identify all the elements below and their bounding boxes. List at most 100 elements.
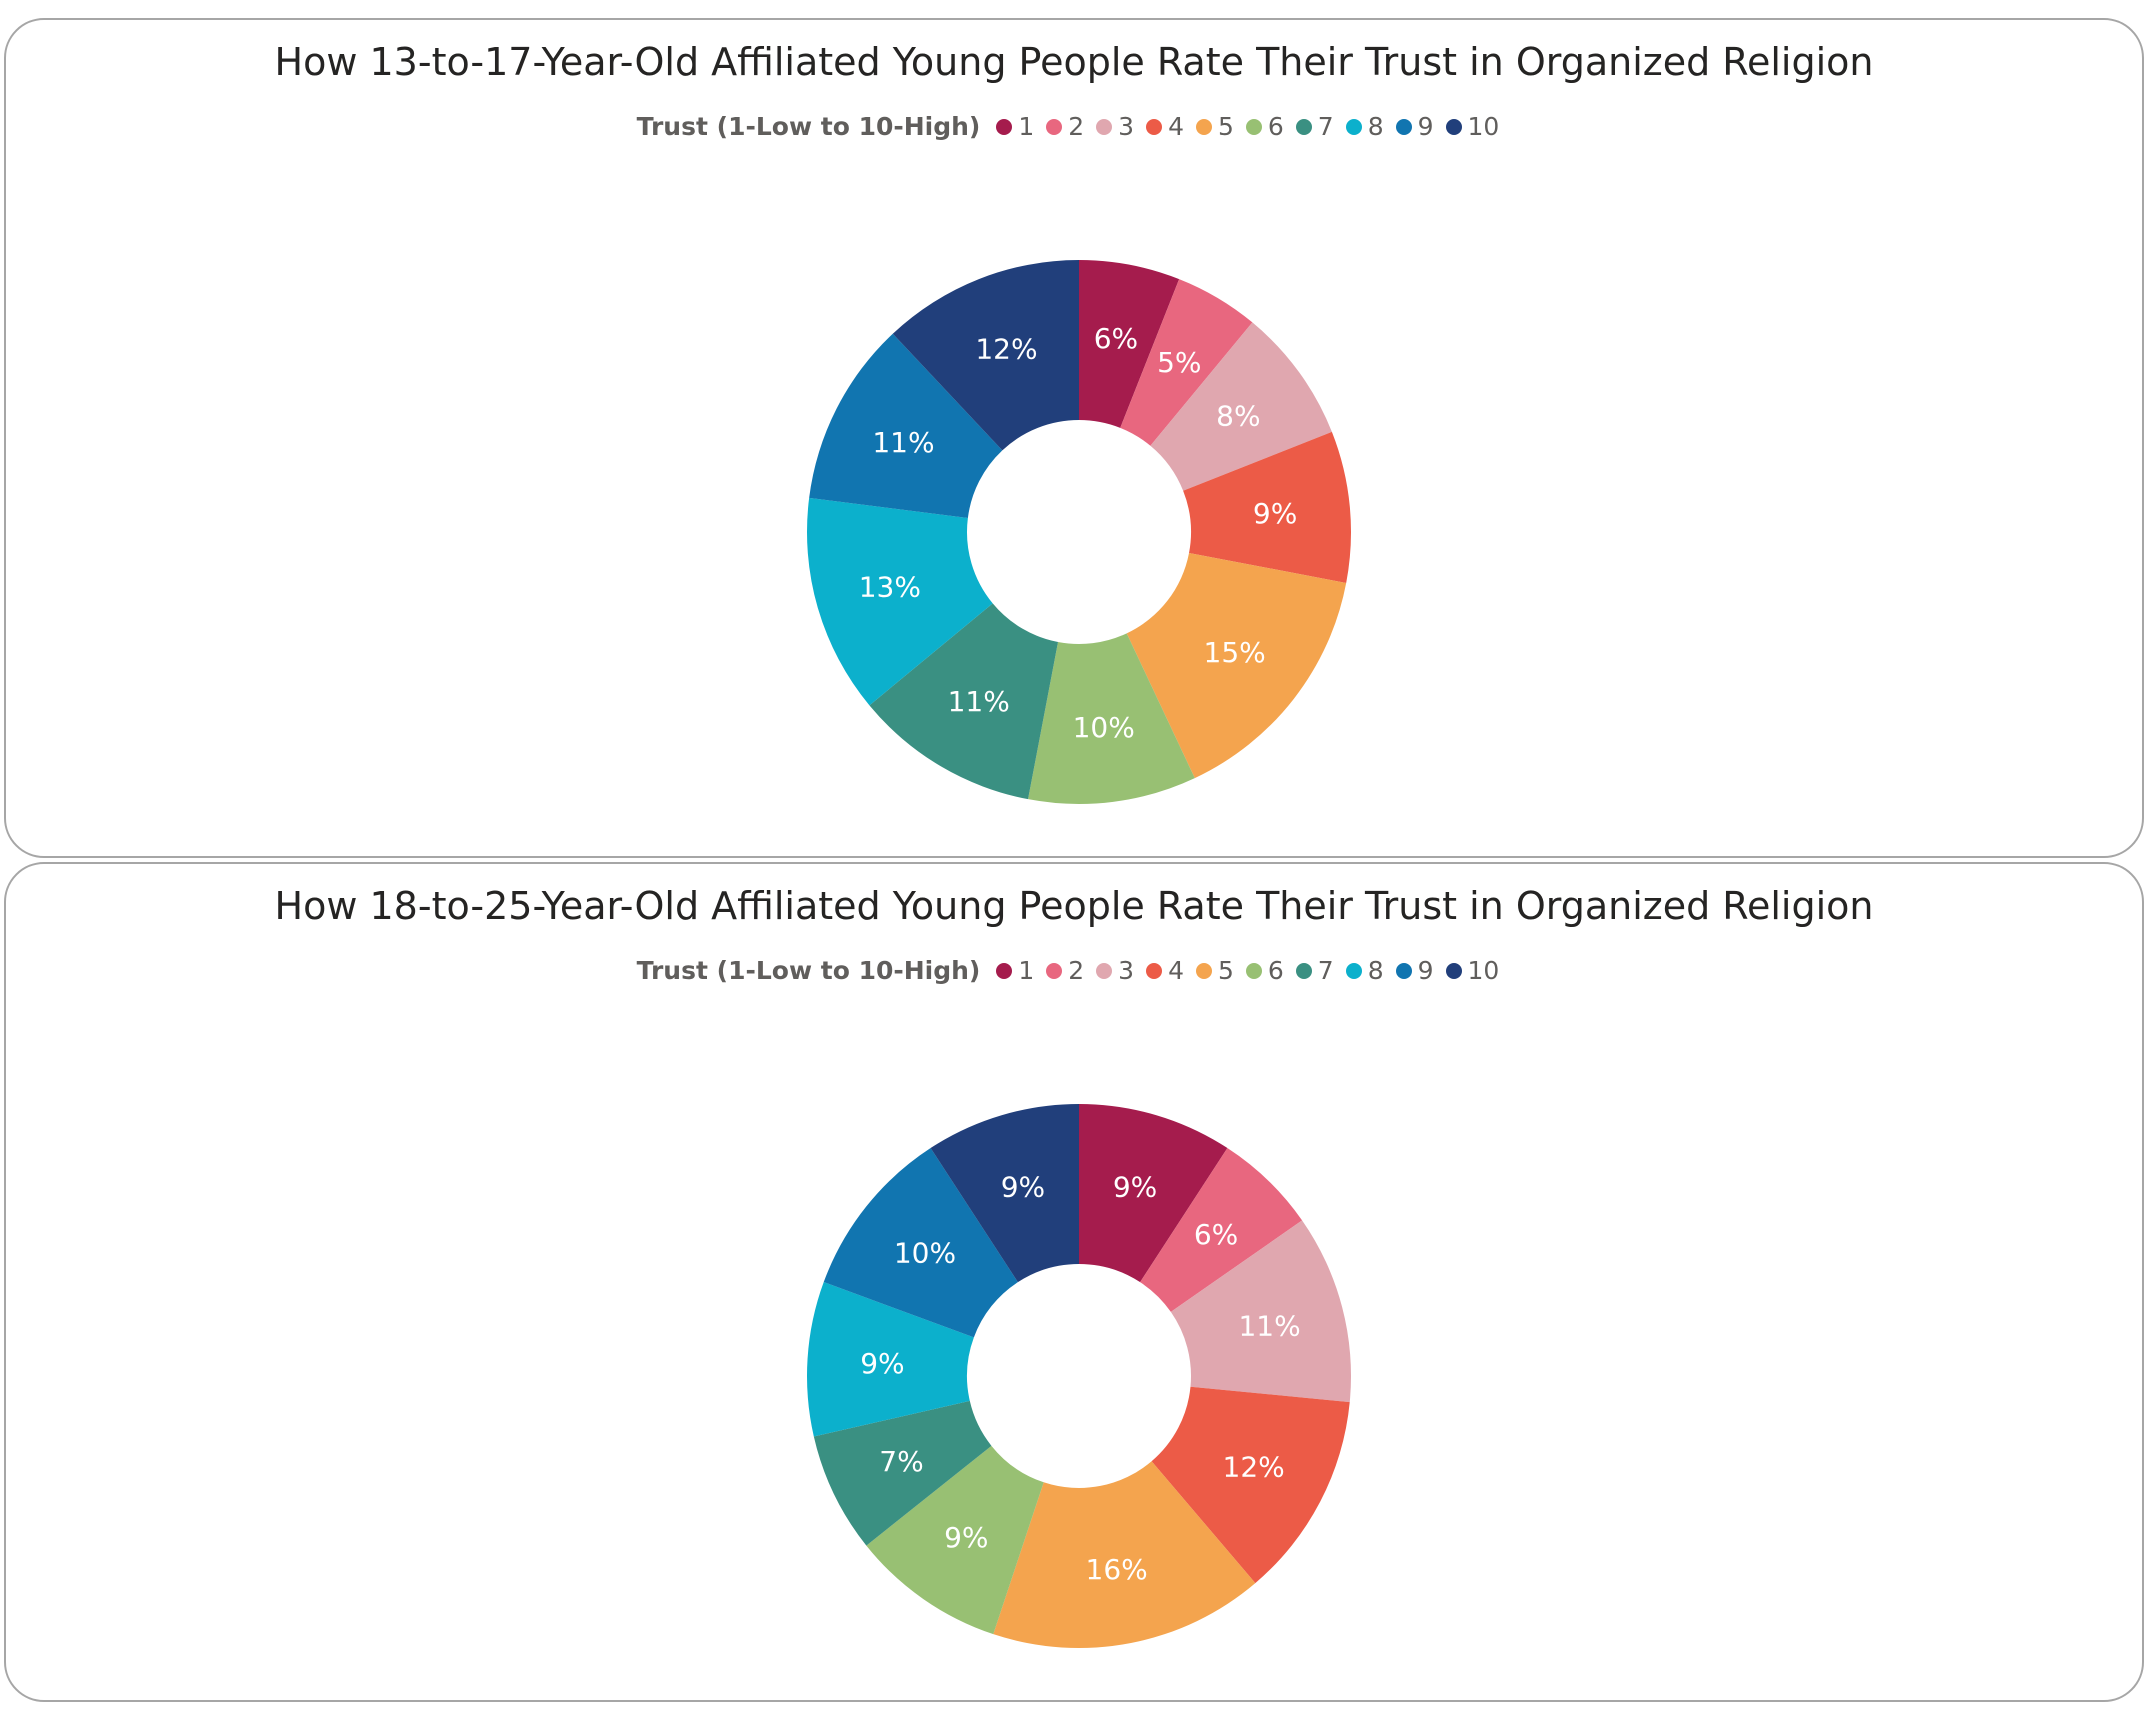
donut-chart: 6% 5% 8% 9% 15% 10% 11% 13% 11% 12% [807, 260, 1351, 805]
donut-slice-5[interactable] [993, 1461, 1256, 1648]
legend-label: 2 [1068, 956, 1085, 985]
legend-item-9[interactable]: 9 [1395, 956, 1434, 985]
legend-item-3[interactable]: 3 [1096, 956, 1134, 985]
data-label-1: 9% [1113, 1171, 1157, 1204]
data-label-10: 12% [975, 332, 1037, 365]
data-label-9: 11% [872, 426, 934, 459]
legend-label: 4 [1168, 112, 1184, 141]
legend-marker [1146, 118, 1163, 135]
donut-slice-1[interactable] [1079, 260, 1180, 428]
legend-label: 3 [1118, 956, 1135, 985]
donut-slice-9[interactable] [809, 333, 1003, 518]
legend-marker [1295, 118, 1312, 135]
data-label-1: 6% [1094, 322, 1138, 355]
chart-panel-18-25: How 18-to-25-Year-Old Affiliated Young P… [4, 862, 2144, 1702]
chart-title: How 13-to-17-Year-Old Affiliated Young P… [274, 40, 1874, 84]
data-label-4: 12% [1223, 1451, 1285, 1484]
legend-label: 3 [1118, 112, 1135, 141]
legend-marker [1395, 962, 1412, 979]
donut-slice-10[interactable] [930, 1104, 1079, 1283]
data-label-9: 10% [894, 1237, 956, 1270]
data-label-2: 5% [1157, 346, 1201, 379]
legend-item-6[interactable]: 6 [1245, 956, 1284, 985]
legend-marker [996, 962, 1013, 979]
data-label-5: 16% [1086, 1553, 1148, 1586]
legend-item-1[interactable]: 1 [996, 956, 1034, 985]
legend-item-2[interactable]: 2 [1046, 956, 1084, 985]
donut-slice-10[interactable] [892, 260, 1079, 451]
legend-marker [1096, 118, 1113, 135]
legend-marker [1395, 118, 1412, 135]
donut-slice-8[interactable] [806, 1282, 974, 1437]
legend-label: 10 [1467, 956, 1500, 985]
legend-marker [1245, 962, 1262, 979]
legend-item-6[interactable]: 6 [1245, 112, 1284, 141]
legend-items: 1 2 3 4 5 6 7 8 9 10 [996, 112, 1511, 141]
legend-item-10[interactable]: 10 [1445, 956, 1500, 985]
data-label-7: 11% [948, 685, 1010, 718]
legend-item-5[interactable]: 5 [1195, 956, 1234, 985]
donut-slice-6[interactable] [866, 1445, 1044, 1635]
legend-label: 2 [1068, 112, 1085, 141]
legend-item-7[interactable]: 7 [1295, 112, 1334, 141]
legend-label: 1 [1018, 112, 1035, 141]
legend-marker [1195, 118, 1212, 135]
donut-slice-3[interactable] [1170, 1220, 1352, 1403]
donut-slice-3[interactable] [1150, 322, 1332, 491]
donut-slice-5[interactable] [1126, 552, 1347, 779]
donut-slice-1[interactable] [1079, 1104, 1228, 1283]
legend-label: 10 [1467, 112, 1500, 141]
legend-marker [1096, 962, 1113, 979]
legend-label: 6 [1267, 956, 1284, 985]
donut-slice-6[interactable] [1028, 633, 1195, 805]
legend-item-5[interactable]: 5 [1195, 112, 1234, 141]
legend-marker [1445, 962, 1462, 979]
legend-item-8[interactable]: 8 [1345, 112, 1384, 141]
legend-label: 4 [1168, 956, 1184, 985]
legend-item-4[interactable]: 4 [1146, 112, 1184, 141]
legend-item-3[interactable]: 3 [1096, 112, 1134, 141]
legend-item-2[interactable]: 2 [1046, 112, 1084, 141]
legend: Trust (1-Low to 10-High) 1 2 3 4 5 6 7 8 9 10 [6, 112, 2142, 141]
legend-title: Trust (1-Low to 10-High) [636, 956, 981, 985]
donut-slice-9[interactable] [823, 1148, 1018, 1338]
legend-marker [1245, 118, 1262, 135]
data-label-2: 6% [1194, 1218, 1238, 1251]
data-label-8: 9% [860, 1347, 904, 1380]
legend-item-1[interactable]: 1 [996, 112, 1034, 141]
donut-slice-7[interactable] [869, 603, 1059, 800]
legend-marker [1345, 118, 1362, 135]
donut-slice-4[interactable] [1183, 431, 1351, 583]
legend-marker [1146, 962, 1163, 979]
legend-item-9[interactable]: 9 [1395, 112, 1434, 141]
legend-label: 9 [1417, 112, 1434, 141]
legend-label: 9 [1417, 956, 1434, 985]
donut-chart: 9% 6% 11% 12% 16% 9% 7% 9% 10% 9% [806, 1104, 1352, 1648]
donut-slice-4[interactable] [1151, 1386, 1350, 1584]
legend-marker [1046, 118, 1063, 135]
legend-item-7[interactable]: 7 [1295, 956, 1334, 985]
legend-marker [1295, 962, 1312, 979]
donut-slice-2[interactable] [1120, 279, 1253, 446]
legend-label: 6 [1267, 112, 1284, 141]
donut-slice-2[interactable] [1140, 1148, 1303, 1312]
legend-marker [996, 118, 1013, 135]
legend-label: 7 [1317, 112, 1334, 141]
legend-item-4[interactable]: 4 [1146, 956, 1184, 985]
data-label-8: 13% [859, 570, 921, 603]
data-label-6: 9% [944, 1521, 988, 1554]
legend-label: 8 [1367, 956, 1384, 985]
donut-slice-7[interactable] [813, 1400, 992, 1546]
legend-item-8[interactable]: 8 [1345, 956, 1384, 985]
legend-label: 1 [1018, 956, 1035, 985]
legend-label: 5 [1217, 112, 1234, 141]
data-label-6: 10% [1073, 711, 1135, 744]
legend: Trust (1-Low to 10-High) 1 2 3 4 5 6 7 8 9 10 [6, 956, 2142, 985]
legend-label: 8 [1367, 112, 1384, 141]
legend-item-10[interactable]: 10 [1445, 112, 1500, 141]
data-label-3: 8% [1216, 400, 1260, 433]
data-label-3: 11% [1238, 1310, 1300, 1343]
data-label-7: 7% [879, 1445, 923, 1478]
legend-items: 1 2 3 4 5 6 7 8 9 10 [996, 956, 1511, 985]
donut-slice-8[interactable] [807, 497, 993, 706]
